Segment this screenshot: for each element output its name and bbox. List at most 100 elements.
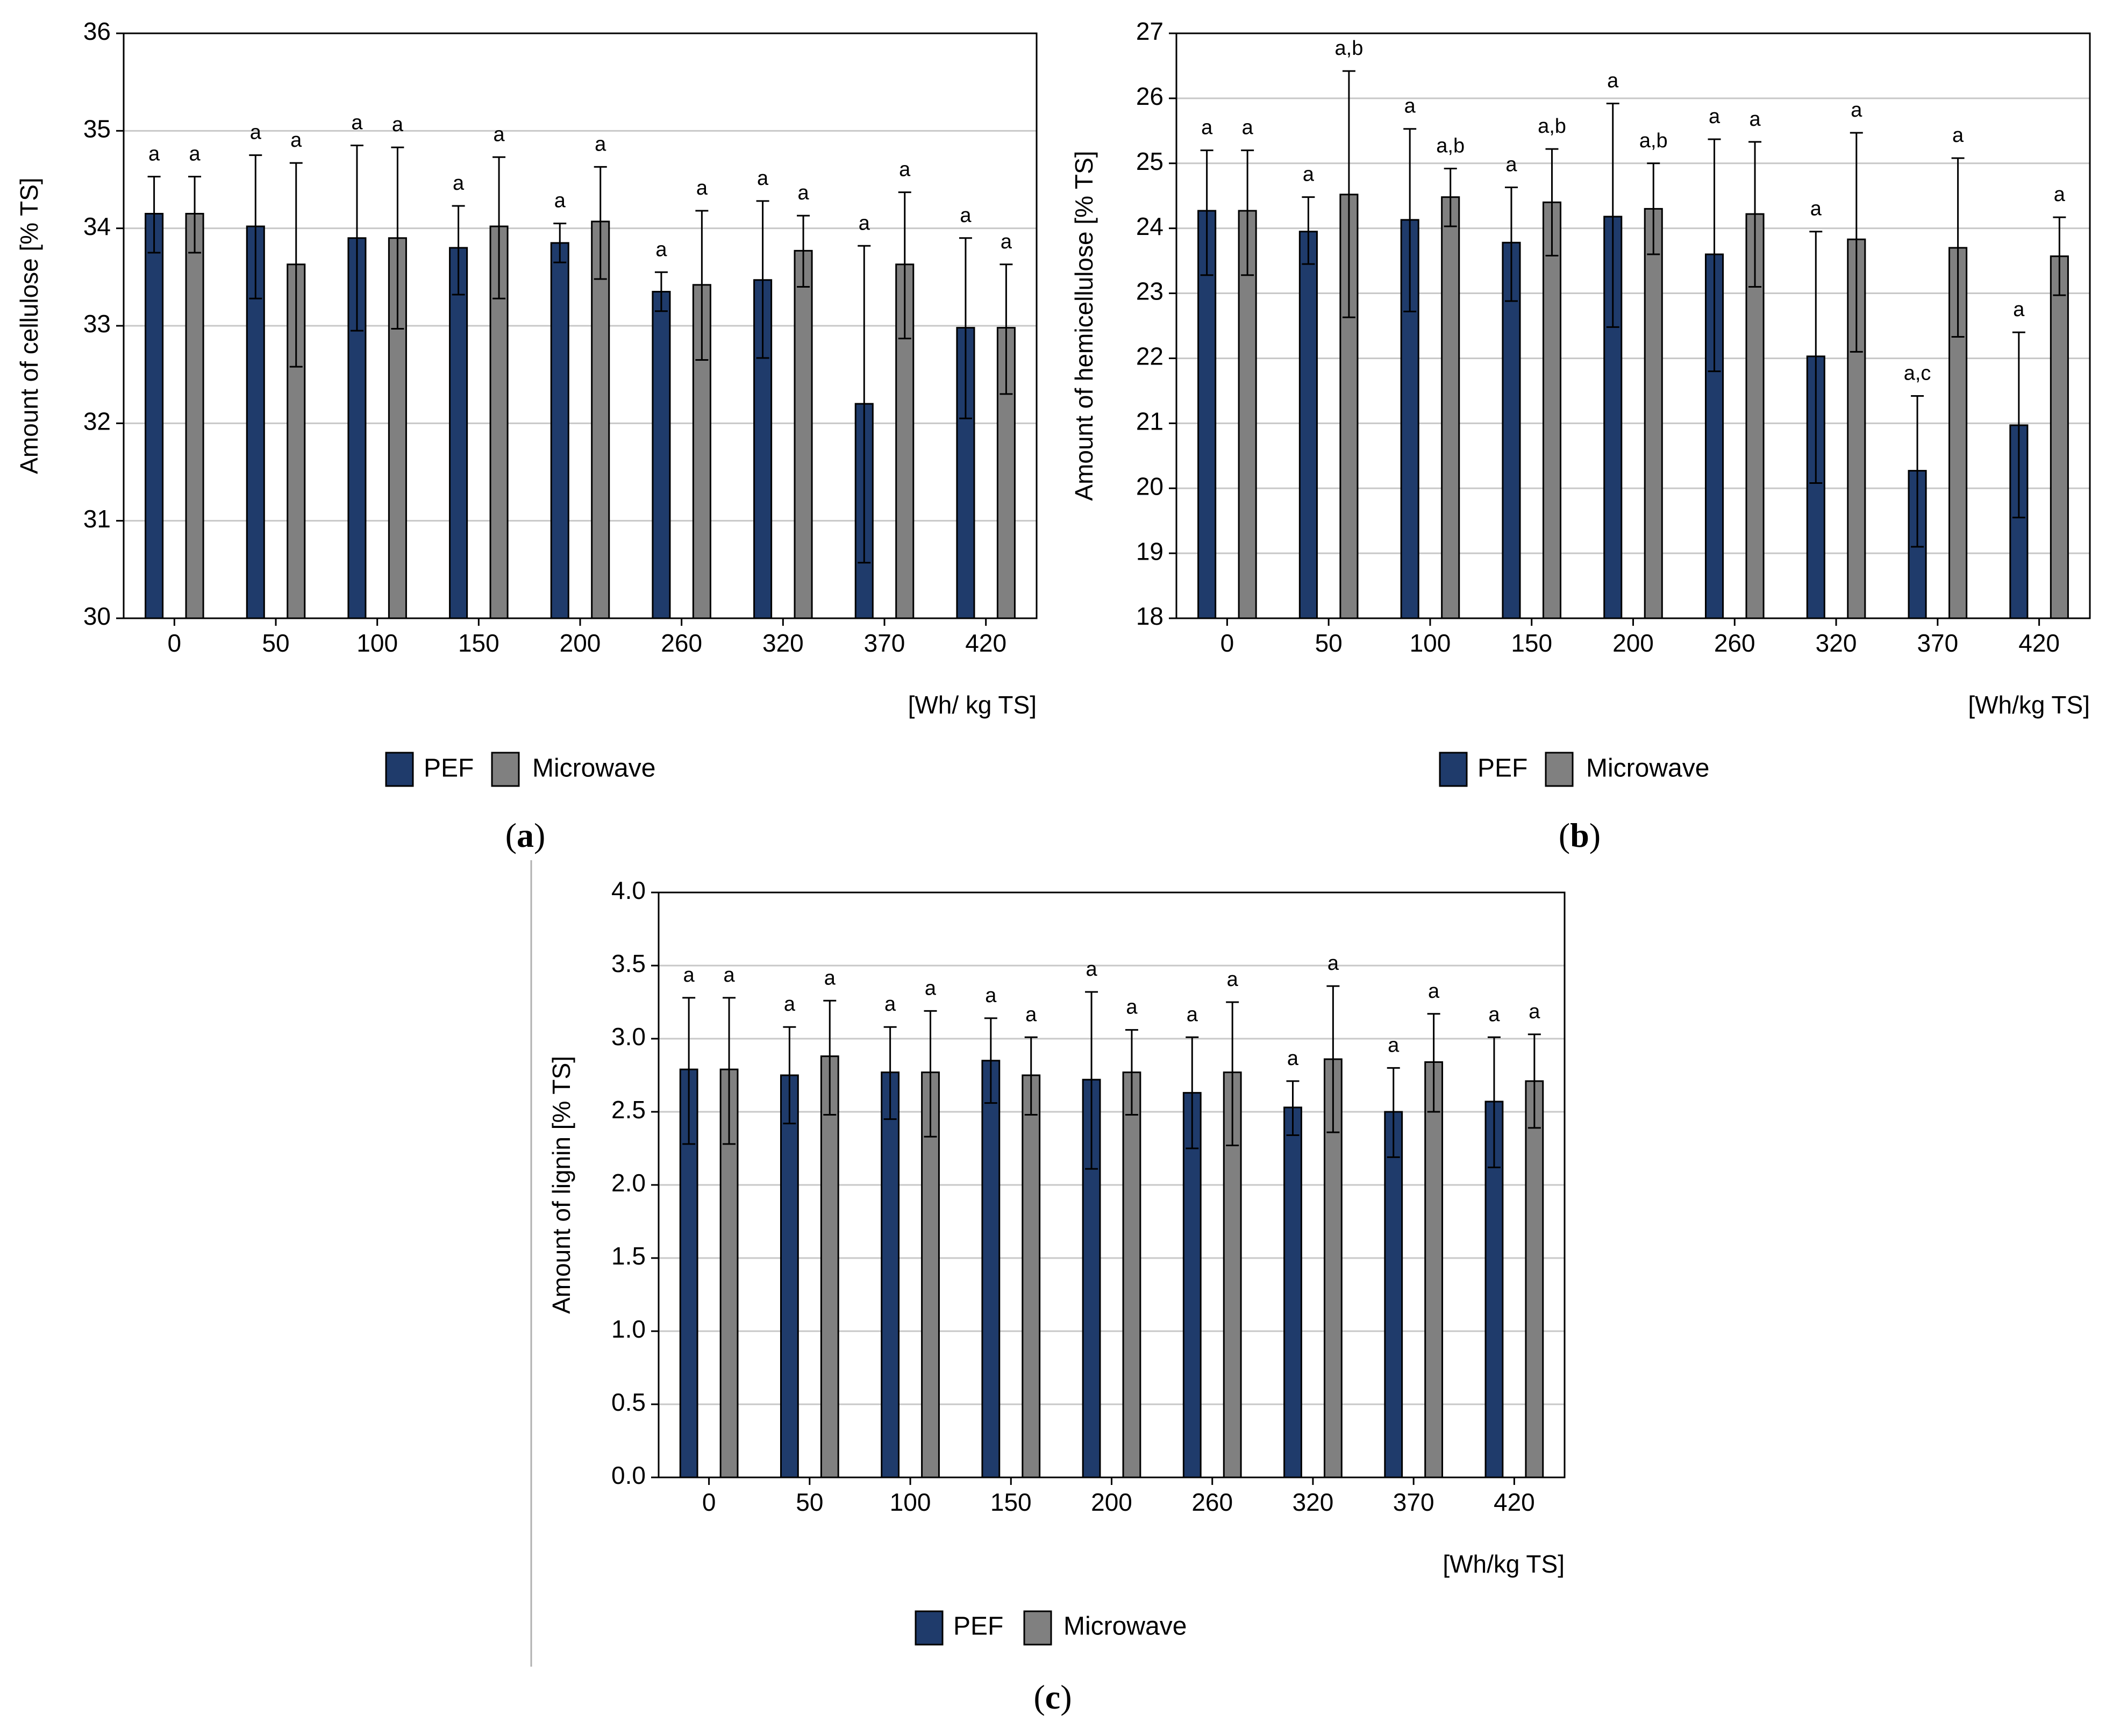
y-tick-label: 1.5 (611, 1242, 646, 1270)
legend-pef-swatch (1439, 752, 1468, 787)
panel-c: 0.0 0.5 1.0 1.5 2.0 2.5 3.0 3.5 4.0 a a a a a a a a a a a a a… (547, 876, 1566, 1716)
y-axis-title: Amount of cellulose [% TS] (15, 177, 43, 474)
x-tick-label: 420 (965, 629, 1006, 657)
significance-label: a (757, 167, 769, 190)
panel-c-x-unit: [Wh/kg TS] (1443, 1550, 1565, 1578)
significance-label: a (683, 964, 695, 987)
significance-label: a,b (1538, 115, 1566, 138)
y-tick-label: 22 (1136, 342, 1163, 370)
x-tick-label: 50 (262, 629, 289, 657)
microwave-bar (1424, 1061, 1444, 1478)
microwave-bar (820, 1055, 839, 1478)
panel-b-caption: (b) (1559, 816, 1601, 854)
significance-label: a (351, 112, 363, 134)
significance-label: a (696, 177, 708, 199)
y-tick-label: 25 (1136, 147, 1163, 175)
x-tick-label: 260 (1714, 629, 1755, 657)
y-tick-label: 24 (1136, 212, 1163, 240)
significance-label: a (1201, 117, 1213, 139)
microwave-bar (1122, 1071, 1141, 1478)
significance-label: a (723, 964, 735, 987)
significance-label: a (1607, 70, 1619, 92)
microwave-bar (1022, 1074, 1041, 1478)
x-tick-label: 150 (458, 629, 499, 657)
y-tick-label: 0.5 (611, 1388, 646, 1416)
y-tick-label: 19 (1136, 537, 1163, 565)
y-tick-label: 35 (83, 115, 111, 142)
legend-pef-label: PEF (1477, 754, 1527, 783)
significance-label: a (960, 204, 972, 227)
y-tick-label: 33 (83, 310, 111, 338)
significance-label: a (1327, 952, 1339, 975)
significance-label: a (1388, 1034, 1400, 1056)
significance-label: a (1025, 1003, 1037, 1026)
y-tick-label: 34 (83, 212, 111, 240)
significance-label: a (797, 182, 809, 204)
x-tick-label: 260 (661, 629, 702, 657)
significance-label: a (1187, 1003, 1198, 1026)
microwave-bar (921, 1071, 940, 1478)
significance-label: a (1709, 105, 1721, 128)
y-tick-label: 36 (83, 17, 111, 45)
microwave-bar (1525, 1080, 1544, 1478)
panel-b-x-unit: [Wh/kg TS] (1968, 691, 2090, 719)
significance-label: a (1428, 980, 1440, 1003)
panel-c-caption: (c) (1033, 1678, 1072, 1716)
plot-frame (123, 32, 1038, 619)
significance-label: a (1529, 1001, 1540, 1023)
legend-microwave-swatch (491, 752, 520, 787)
plot-frame (1175, 32, 2091, 619)
significance-label: a (1851, 99, 1862, 122)
pef-bar (1384, 1111, 1403, 1478)
significance-label: a (453, 172, 465, 195)
y-axis-title: Amount of hemicellulose [% TS] (1070, 151, 1098, 501)
y-tick-label: 21 (1136, 407, 1163, 435)
x-tick-label: 420 (2018, 629, 2060, 657)
y-tick-label: 0.0 (611, 1461, 646, 1489)
y-tick-label: 2.0 (611, 1169, 646, 1197)
significance-label: a (859, 212, 870, 234)
significance-label: a (2054, 183, 2066, 206)
significance-label: a (884, 993, 896, 1016)
x-tick-label: 370 (1917, 629, 1958, 657)
pef-bar (981, 1060, 1001, 1478)
significance-label: a (1227, 968, 1239, 991)
x-tick-label: 0 (168, 629, 182, 657)
microwave-bar (185, 212, 204, 619)
significance-label: a (1488, 1003, 1500, 1026)
legend-pef-label: PEF (424, 754, 474, 783)
microwave-bar (1238, 210, 1257, 619)
significance-label: a (290, 129, 302, 152)
y-tick-label: 18 (1136, 602, 1163, 630)
x-tick-label: 50 (796, 1488, 823, 1516)
y-tick-label: 32 (83, 407, 111, 435)
pef-bar (652, 291, 671, 619)
x-tick-label: 420 (1494, 1488, 1535, 1516)
panel-b-plot: 18 19 20 21 22 23 24 25 26 27 a a a a a a a a,c a a a,b a,b a,… (1070, 17, 2091, 657)
y-tick-label: 30 (83, 602, 111, 630)
pef-bar (780, 1074, 799, 1478)
significance-label: a,c (1904, 362, 1931, 385)
x-tick-label: 150 (990, 1488, 1032, 1516)
legend-microwave-label: Microwave (532, 754, 655, 783)
panel-a-plot: 30 31 32 33 34 35 36 a a a a a a a a a a a a a a a a a a 0 50 100 15… (15, 17, 1038, 657)
significance-label: a (493, 123, 505, 146)
x-tick-label: 0 (1220, 629, 1234, 657)
significance-label: a (595, 133, 606, 155)
legend-microwave-swatch (1545, 752, 1574, 787)
y-tick-label: 26 (1136, 82, 1163, 110)
significance-label: a (1242, 117, 1254, 139)
legend-microwave-label: Microwave (1063, 1612, 1187, 1641)
x-tick-label: 0 (702, 1488, 716, 1516)
x-tick-label: 200 (560, 629, 601, 657)
legend-pef-label: PEF (953, 1612, 1003, 1641)
microwave-bar (591, 220, 610, 619)
significance-label: a (899, 159, 911, 181)
significance-label: a (250, 122, 262, 144)
significance-label: a (189, 143, 201, 166)
pef-bar (881, 1071, 900, 1478)
significance-label: a (148, 143, 160, 166)
legend-microwave-swatch (1023, 1610, 1052, 1646)
microwave-bar (1441, 196, 1460, 619)
y-tick-label: 1.0 (611, 1315, 646, 1343)
